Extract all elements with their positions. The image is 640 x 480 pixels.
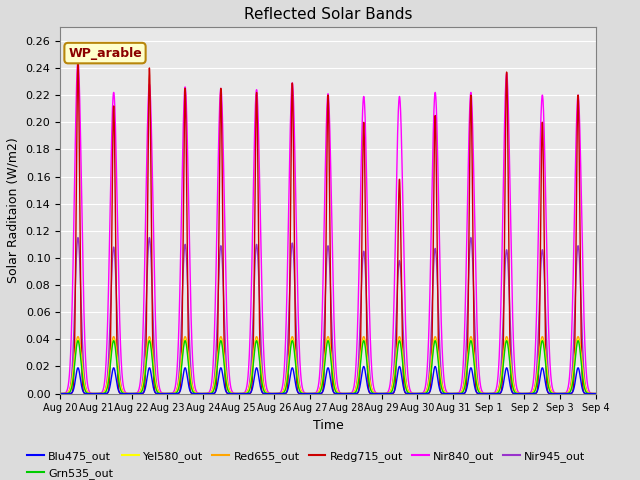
Y-axis label: Solar Raditaion (W/m2): Solar Raditaion (W/m2) [7,138,20,283]
X-axis label: Time: Time [312,419,344,432]
Title: Reflected Solar Bands: Reflected Solar Bands [244,7,412,22]
Legend: Blu475_out, Grn535_out, Yel580_out, Red655_out, Redg715_out, Nir840_out, Nir945_: Blu475_out, Grn535_out, Yel580_out, Red6… [23,447,590,480]
Text: WP_arable: WP_arable [68,47,142,60]
